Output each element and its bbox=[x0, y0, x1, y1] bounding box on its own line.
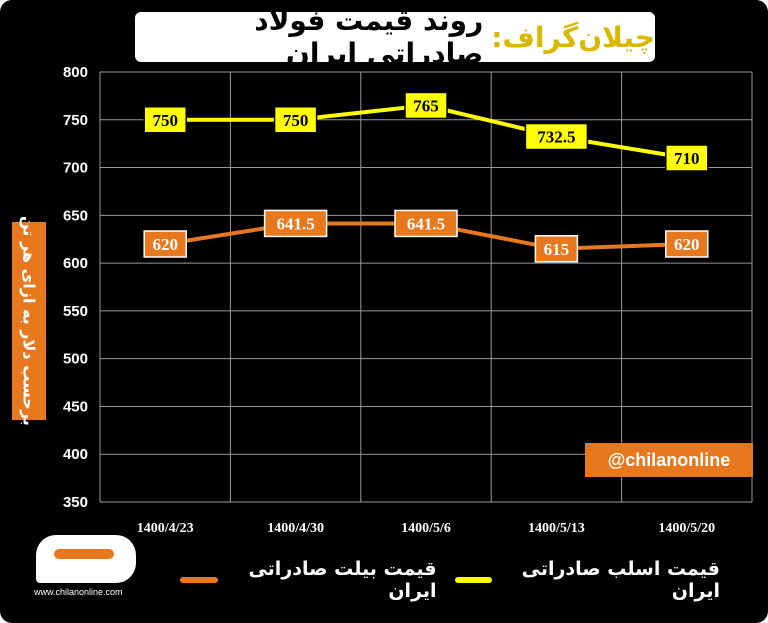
data-label-layer: 750 750 765 732.5 710 620 641.5 641.5 615 620 bbox=[143, 91, 709, 263]
legend-item-slab: قیمت اسلب صادراتی ایران bbox=[454, 558, 720, 602]
y-tick-label: 650 bbox=[63, 207, 88, 224]
title-main: روند قیمت فولاد صادراتی ایران bbox=[254, 4, 484, 70]
grid-layer bbox=[99, 71, 753, 503]
logo-url: www.chilanonline.com bbox=[34, 587, 123, 597]
y-tick-label: 600 bbox=[63, 255, 88, 272]
chart-title: چیلان‌گراف: روند قیمت فولاد صادراتی ایرا… bbox=[135, 4, 655, 70]
y-tick-label: 400 bbox=[63, 446, 88, 463]
data-label: 641.5 bbox=[407, 214, 445, 233]
y-tick-label: 450 bbox=[63, 398, 88, 415]
data-label: 620 bbox=[674, 235, 700, 254]
data-label-box bbox=[273, 106, 318, 134]
title-brand: چیلان‌گراف: bbox=[491, 20, 655, 54]
y-tick-label: 700 bbox=[63, 160, 88, 177]
data-label: 615 bbox=[544, 240, 570, 259]
data-label-box bbox=[524, 122, 589, 151]
data-label-box bbox=[665, 230, 709, 258]
data-label-box bbox=[404, 91, 448, 120]
data-label-box bbox=[394, 209, 458, 238]
data-label: 732.5 bbox=[537, 128, 575, 147]
data-label: 620 bbox=[152, 235, 178, 254]
y-tick-label: 350 bbox=[63, 494, 88, 511]
legend: قیمت اسلب صادراتی ایران قیمت بیلت صادرات… bbox=[180, 558, 720, 602]
y-tick-label: 800 bbox=[63, 64, 88, 81]
chilan-logo-icon bbox=[36, 535, 136, 583]
y-axis-label-box: برحسب دلار به ازای هر تن bbox=[12, 216, 46, 426]
y-tick-label: 750 bbox=[63, 112, 88, 129]
x-tick-layer: 1400/4/23 1400/4/30 1400/5/6 1400/5/13 1400/… bbox=[137, 521, 715, 536]
data-label-box bbox=[143, 230, 187, 258]
watermark-badge: @chilanonline bbox=[585, 443, 753, 477]
data-label: 750 bbox=[283, 111, 309, 130]
chilan-logo: www.chilanonline.com bbox=[14, 535, 139, 605]
y-axis-label: برحسب دلار به ازای هر تن bbox=[19, 216, 39, 426]
data-label: 750 bbox=[152, 111, 178, 130]
legend-label-slab: قیمت اسلب صادراتی ایران bbox=[521, 558, 720, 602]
x-tick-label: 1400/5/6 bbox=[401, 521, 451, 536]
y-tick-label: 550 bbox=[63, 303, 88, 320]
data-label-box bbox=[263, 209, 328, 238]
x-tick-label: 1400/5/13 bbox=[528, 521, 585, 536]
x-tick-label: 1400/4/23 bbox=[137, 521, 194, 536]
legend-swatch-slab bbox=[454, 577, 493, 583]
data-label-box bbox=[665, 144, 709, 172]
data-label-box bbox=[534, 235, 579, 263]
x-tick-label: 1400/5/20 bbox=[658, 521, 715, 536]
data-label-box bbox=[143, 106, 187, 134]
data-label: 641.5 bbox=[276, 214, 314, 233]
legend-swatch-billet bbox=[180, 577, 218, 583]
y-tick-label: 500 bbox=[63, 351, 88, 368]
y-tick-layer: 350 400 450 500 550 600 650 700 750 800 bbox=[63, 64, 88, 511]
legend-item-billet: قیمت بیلت صادراتی ایران bbox=[180, 558, 437, 602]
data-label: 765 bbox=[413, 96, 439, 115]
data-label: 710 bbox=[674, 149, 700, 168]
legend-label-billet: قیمت بیلت صادراتی ایران bbox=[248, 558, 437, 602]
x-tick-label: 1400/4/30 bbox=[267, 521, 324, 536]
